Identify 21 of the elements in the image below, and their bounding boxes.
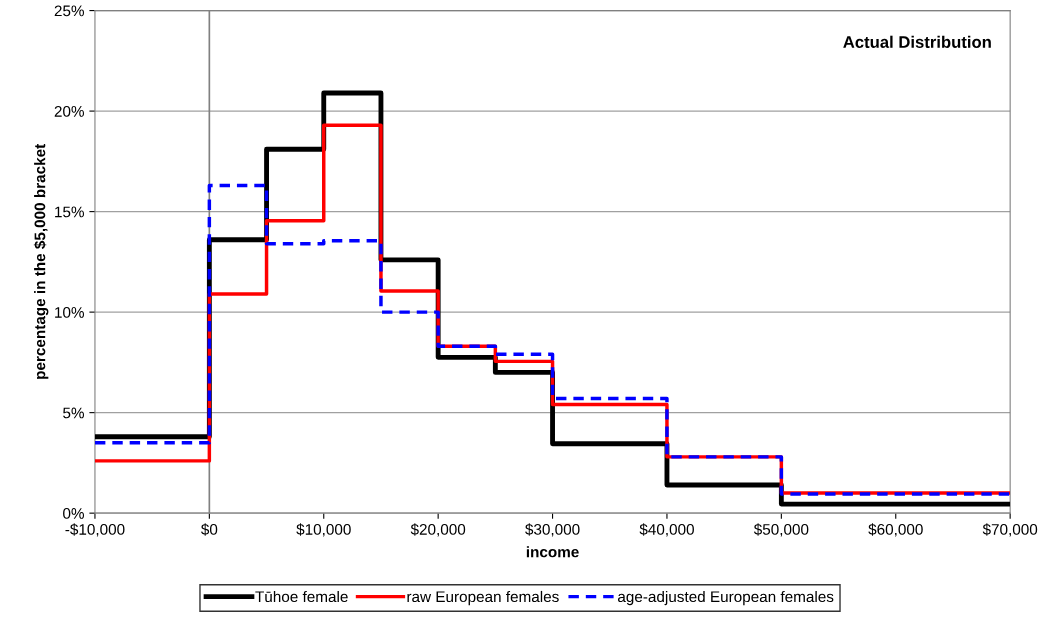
y-tick-label: 20%: [54, 105, 84, 117]
y-tick-label: 15%: [55, 206, 84, 218]
x-tick-label: $0: [201, 523, 218, 536]
x-tick-label: $60,000: [868, 523, 923, 537]
y-tick-label: 5%: [63, 407, 84, 419]
x-tick-label: $40,000: [639, 523, 694, 537]
x-tick-label: $20,000: [410, 523, 466, 537]
legend-label: raw European females: [407, 590, 559, 606]
x-axis-title: income: [526, 546, 579, 558]
y-tick-label: 0%: [63, 508, 84, 519]
x-tick-label: $30,000: [525, 523, 580, 537]
legend-label: Tūhoe female: [255, 590, 348, 603]
legend-label: age-adjusted European females: [618, 590, 834, 606]
x-tick-label: -$10,000: [65, 523, 125, 537]
y-axis-title: percentage in the $5,000 bracket: [33, 144, 49, 379]
text: Actual Distribution: [843, 35, 991, 48]
x-tick-label: $10,000: [296, 523, 351, 537]
x-tick-label: $70,000: [982, 523, 1038, 537]
y-tick-label: 10%: [55, 306, 84, 318]
y-tick-label: 25%: [54, 5, 84, 17]
x-tick-label: $50,000: [753, 523, 809, 537]
